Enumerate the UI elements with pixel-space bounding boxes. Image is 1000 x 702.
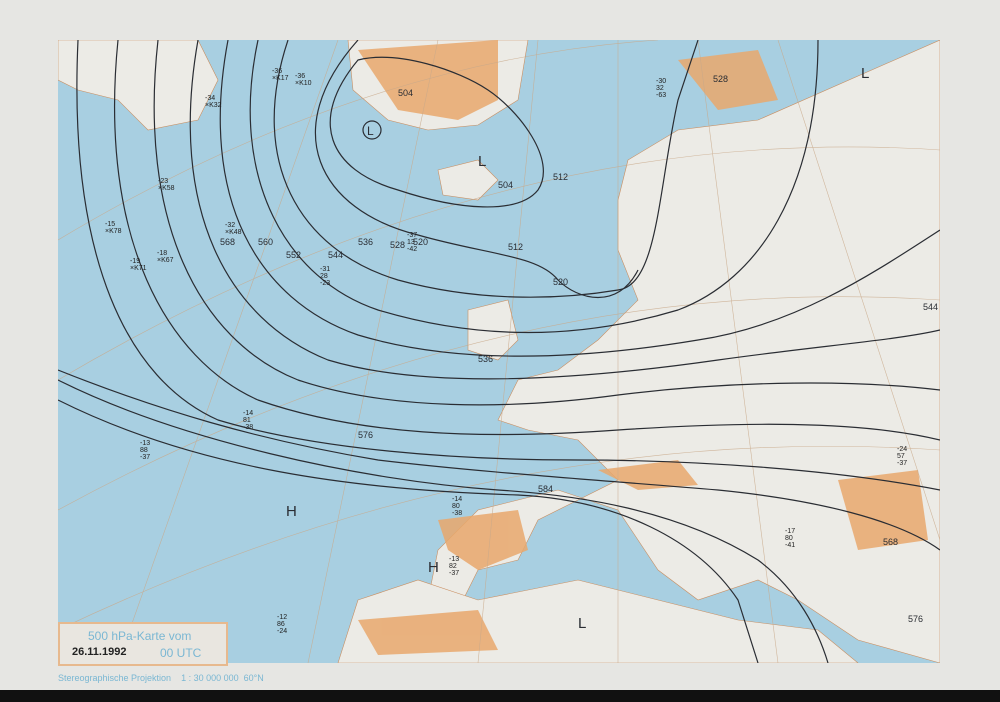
contour-label: 520 [413,237,428,247]
pressure-centers: L L L L H H [286,65,869,632]
station-plot: -36 ×K10 [295,73,312,87]
map-legend: 500 hPa-Karte vom 26.11.1992 00 UTC [58,622,228,666]
map-title: 500 hPa-Karte vom [88,629,192,643]
station-plot: -15 ×K78 [105,221,122,235]
map-time: 00 UTC [160,646,202,660]
contour-label: 528 [390,240,405,250]
contour-label: 536 [358,237,373,247]
weather-map: 504 512 520 528 536 544 552 560 568 576 … [58,40,940,663]
contour-label: 520 [553,277,568,287]
contour-label: 504 [398,88,413,98]
contour-label: 568 [220,237,235,247]
station-plot: -37 13 -42 [407,232,418,253]
projection: Stereographische Projektion [58,673,172,683]
station-plot: -13 88 -37 [140,440,151,461]
station-plot: -17 80 -41 [785,528,796,549]
map-date: 26.11.1992 [72,646,127,658]
contour-label: 544 [923,302,938,312]
station-plot: -14 80 -38 [452,496,463,517]
graticule [58,40,940,663]
contour-label: 528 [713,74,728,84]
reference-latitude: 60°N [243,673,264,683]
scan-edge [0,690,1000,702]
station-plot: -19 ×K71 [130,258,147,272]
station-plot: -13 82 -37 [449,556,460,577]
contour-label: 536 [478,354,493,364]
contour-label: 568 [883,537,898,547]
station-plot: -18 ×K67 [157,250,174,264]
high-center: H [286,503,297,520]
scale: 1 : 30 000 000 [181,673,239,683]
station-plot: -30 32 -63 [656,78,667,99]
baffin [58,40,219,131]
contour-label: 512 [553,172,568,182]
iceland [437,159,499,201]
contour-label: 544 [328,250,343,260]
contour-label: 576 [358,430,373,440]
low-circle [362,120,382,140]
contour-label: 552 [286,250,301,260]
station-plot: -14 81 -38 [243,410,254,431]
contour-label: 512 [508,242,523,252]
map-footer: Stereographische Projektion 1 : 30 000 0… [58,673,264,683]
highlands [358,40,928,655]
station-plot: -34 ×K32 [205,95,222,109]
low-center: L [861,65,869,82]
contour-label-layer: 504 512 520 528 536 544 552 560 568 576 … [220,74,938,624]
low-center: L [478,153,486,170]
low-center: L [578,615,586,632]
contour-label: 584 [538,484,553,494]
station-plot: -23 ×K58 [158,178,175,192]
height-contours [58,40,940,663]
station-plot: -24 57 -37 [897,446,908,467]
contour-label: 560 [258,237,273,247]
station-plot: -31 28 -23 [320,266,331,287]
station-plot: -32 ×K48 [225,222,242,236]
contour-label: 576 [908,614,923,624]
high-center: H [428,559,439,576]
low-center: L [367,124,374,138]
station-plot: -12 86 -24 [277,614,288,635]
contour-label: 504 [498,180,513,190]
station-plot: -36 ×K17 [272,68,289,82]
